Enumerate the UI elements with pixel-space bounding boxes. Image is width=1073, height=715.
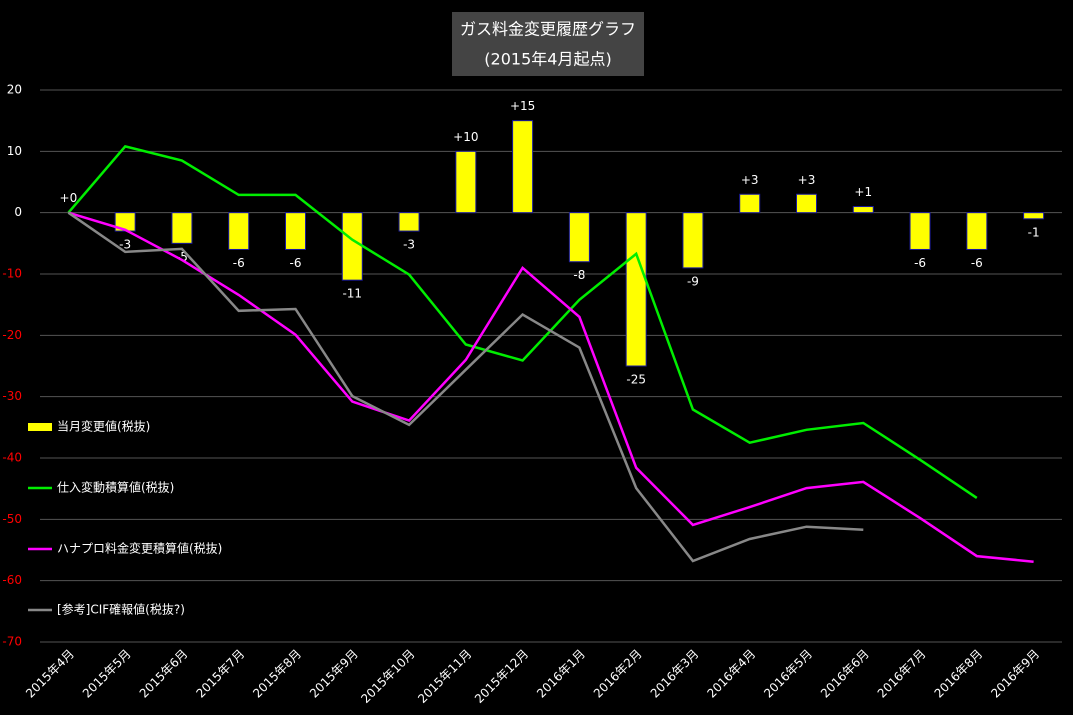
line (68, 211, 1034, 563)
data-label: -1 (1028, 225, 1040, 239)
legend-label: ハナプロ料金変更積算値(税抜) (57, 541, 222, 556)
data-label: +15 (510, 99, 535, 113)
y-tick-label: -60 (2, 573, 22, 587)
data-label: +3 (741, 173, 759, 187)
y-tick-label: -50 (2, 512, 22, 526)
data-label: -6 (914, 256, 926, 270)
data-label: -6 (290, 256, 302, 270)
legend-label: [参考]CIF確報値(税抜?) (57, 602, 185, 617)
y-tick-label: 20 (7, 83, 22, 97)
legend-label: 当月変更値(税抜) (57, 419, 150, 434)
data-label: -3 (119, 238, 131, 252)
data-label: -8 (573, 268, 585, 282)
data-label: -6 (233, 256, 245, 270)
data-label: +10 (453, 130, 478, 144)
bar (682, 212, 704, 269)
bar (455, 150, 477, 214)
data-label: +0 (60, 191, 78, 205)
bar (398, 212, 420, 232)
bar (625, 212, 647, 367)
y-tick-label: 0 (14, 205, 22, 219)
data-label: -3 (403, 238, 415, 252)
data-label: -9 (687, 274, 699, 288)
data-label: +3 (798, 173, 816, 187)
data-label: +1 (854, 185, 872, 199)
y-tick-label: -40 (2, 451, 22, 465)
chart-title: ガス料金変更履歴グラフ (460, 20, 636, 39)
bar (739, 193, 761, 214)
data-label: -11 (342, 287, 362, 301)
bar (285, 212, 306, 250)
bar (909, 212, 931, 250)
line (67, 211, 864, 563)
y-tick-label: -30 (2, 389, 22, 403)
bar (796, 193, 817, 214)
title-box (452, 12, 644, 76)
bar (171, 212, 193, 244)
bar (512, 120, 534, 214)
data-label: -6 (971, 256, 983, 270)
data-label: -25 (626, 373, 646, 387)
data-label: -5 (176, 250, 188, 264)
bar (852, 206, 874, 214)
bar (1023, 212, 1045, 220)
y-tick-label: 10 (7, 144, 22, 158)
bar (568, 212, 590, 263)
legend-swatch (28, 423, 52, 431)
bar (966, 212, 988, 250)
y-tick-label: -10 (2, 267, 22, 281)
line (67, 145, 978, 499)
y-tick-label: -70 (2, 635, 22, 649)
bar (341, 212, 363, 281)
bar (228, 212, 250, 250)
legend-label: 仕入変動積算値(税抜) (57, 480, 174, 495)
y-tick-label: -20 (2, 328, 22, 342)
chart-subtitle: (2015年4月起点) (484, 50, 611, 69)
